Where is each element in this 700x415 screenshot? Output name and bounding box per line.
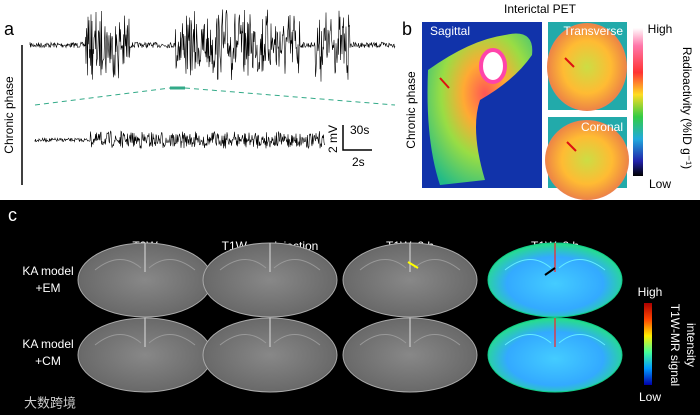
brain-structure bbox=[359, 259, 461, 271]
colorbar-label: intensity bbox=[684, 323, 698, 367]
mri-images bbox=[77, 242, 623, 393]
row-label: Chronic phase bbox=[404, 71, 418, 149]
arrow bbox=[566, 141, 577, 152]
arrow bbox=[407, 261, 419, 269]
zoom-line bbox=[34, 87, 171, 106]
view-label: Coronal bbox=[581, 120, 623, 134]
panel-label: a bbox=[4, 19, 15, 39]
eeg-trace bbox=[34, 130, 326, 150]
view-label: Transverse bbox=[563, 24, 623, 38]
row-label: +EM bbox=[35, 281, 60, 295]
view-label: Sagittal bbox=[430, 24, 470, 38]
arrow bbox=[544, 267, 556, 276]
row-label: KA model bbox=[22, 264, 73, 278]
colorbar-high: High bbox=[648, 22, 673, 36]
brain-structure bbox=[219, 259, 321, 271]
watermark: 大数跨境 bbox=[24, 395, 76, 410]
colorbar bbox=[633, 28, 643, 176]
pet-shape bbox=[545, 120, 629, 200]
panel-label: c bbox=[8, 205, 17, 225]
colorbar-low: Low bbox=[649, 177, 671, 191]
scale-text: 2 mV bbox=[326, 125, 340, 153]
brain-structure bbox=[94, 334, 196, 346]
scale-text: 2s bbox=[352, 155, 365, 169]
brain-structure bbox=[359, 334, 461, 346]
eeg-trace bbox=[29, 9, 396, 82]
zoom-line bbox=[184, 87, 396, 106]
pet-shape bbox=[547, 23, 627, 111]
eeg-traces bbox=[29, 9, 396, 150]
brain-structure bbox=[504, 334, 606, 346]
pet-hotspot bbox=[479, 48, 507, 84]
row-label: +CM bbox=[35, 354, 61, 368]
arrow bbox=[564, 57, 575, 68]
panel-title: Interictal PET bbox=[504, 2, 577, 16]
colorbar-low: Low bbox=[639, 390, 661, 404]
colorbar-label: Radioactivity (%ID g⁻¹) bbox=[680, 47, 694, 169]
colorbar-high: High bbox=[638, 285, 663, 299]
colorbar bbox=[644, 303, 652, 385]
brain-structure bbox=[94, 259, 196, 271]
row-label: Chronic phase bbox=[2, 76, 16, 154]
brain-structure bbox=[504, 259, 606, 271]
scale-bar bbox=[342, 125, 372, 151]
brain-structure bbox=[219, 334, 321, 346]
colorbar-label: T1W-MR signal bbox=[668, 304, 682, 386]
scale-text: 30s bbox=[350, 123, 369, 137]
arrow bbox=[439, 77, 450, 89]
panel-label: b bbox=[402, 19, 412, 39]
row-label: KA model bbox=[22, 337, 73, 351]
